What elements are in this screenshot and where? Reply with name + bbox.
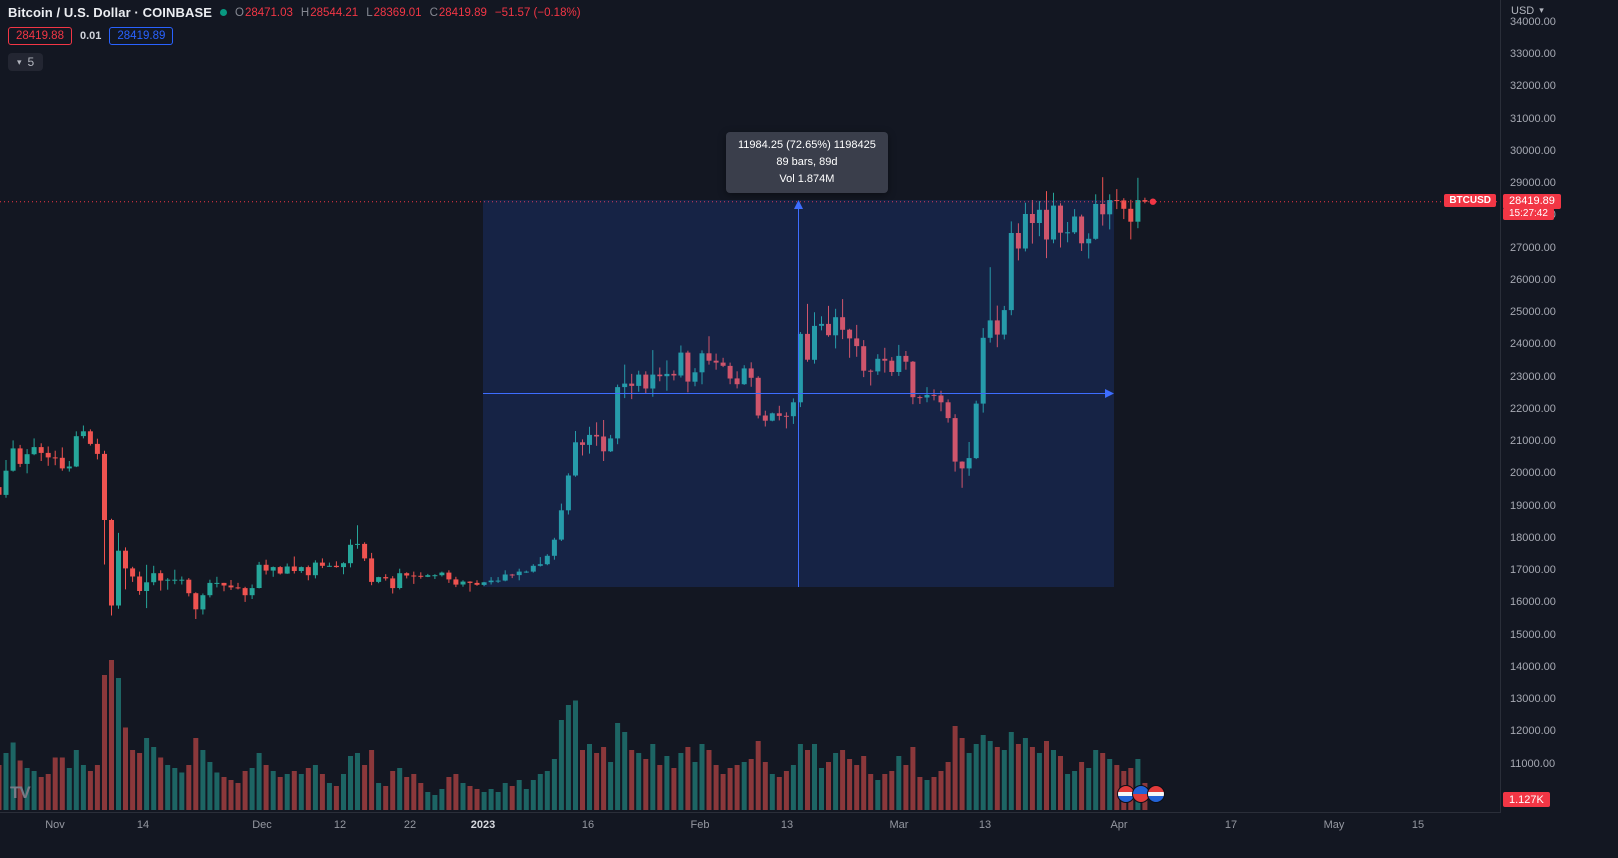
bar-countdown-badge: 15:27:42	[1503, 207, 1554, 220]
market-status-icon[interactable]	[220, 9, 227, 16]
time-tick-label: Dec	[252, 819, 272, 831]
currency-label: USD	[1511, 4, 1535, 17]
price-tick-label: 23000.00	[1510, 370, 1556, 383]
price-tick-label: 26000.00	[1510, 273, 1556, 286]
open-label: O	[235, 6, 244, 19]
measure-range-text: 11984.25 (72.65%) 1198425	[738, 139, 876, 151]
price-tick-label: 32000.00	[1510, 80, 1556, 93]
measure-tool[interactable]	[483, 200, 1114, 587]
price-tick-label: 30000.00	[1510, 144, 1556, 157]
time-tick-label: 12	[333, 819, 347, 831]
spread-value: 0.01	[79, 30, 102, 42]
chart-canvas[interactable]: 11984.25 (72.65%) 1198425 89 bars, 89d V…	[0, 0, 1500, 812]
measure-tooltip: 11984.25 (72.65%) 1198425 89 bars, 89d V…	[726, 132, 888, 193]
measure-up-arrow-icon	[794, 200, 803, 209]
price-tick-label: 18000.00	[1510, 531, 1556, 544]
price-tick-label: 16000.00	[1510, 596, 1556, 609]
price-tick-label: 14000.00	[1510, 660, 1556, 673]
time-tick-label: Nov	[45, 819, 65, 831]
price-chart-svg[interactable]	[0, 0, 1500, 812]
price-tick-label: 17000.00	[1510, 564, 1556, 576]
time-tick-label: 13	[780, 819, 794, 831]
price-tick-label: 24000.00	[1510, 338, 1556, 351]
time-tick-label: Apr	[1110, 819, 1128, 831]
price-tick-label: 20000.00	[1510, 467, 1556, 480]
price-tick-label: 34000.00	[1510, 15, 1556, 28]
currency-selector[interactable]: USD ▾	[1501, 0, 1618, 21]
price-tick-label: 25000.00	[1510, 306, 1556, 318]
low-label: L	[366, 6, 373, 19]
price-tick-label: 29000.00	[1510, 177, 1556, 189]
symbol-price-badge: BTCUSD	[1444, 193, 1496, 207]
price-tick-label: 19000.00	[1510, 499, 1556, 512]
time-axis[interactable]: Nov 14 Dec 12 22 2023 16 Feb 13 Mar 13 Apr 17 May 15	[0, 812, 1501, 858]
last-price-badge: 28419.89	[1503, 193, 1561, 209]
chevron-down-icon: ▾	[17, 56, 22, 67]
candles-series	[0, 177, 1148, 619]
symbol-title[interactable]: Bitcoin / U.S. Dollar · COINBASE	[8, 5, 212, 20]
close-label: C	[429, 6, 438, 19]
volume-series	[0, 660, 1148, 810]
change-value: −51.57 (−0.18%)	[494, 6, 581, 19]
chevron-down-icon: ▾	[1539, 5, 1544, 15]
time-tick-label: 14	[136, 819, 150, 831]
ohlc-values: O 28471.03 H 28544.21 L 28369.01 C 28419.89 …	[235, 7, 581, 19]
close-value: 28419.89	[438, 6, 487, 19]
measure-volume-text: Vol 1.874M	[779, 173, 835, 185]
sticker-icon[interactable]	[1147, 785, 1165, 803]
time-tick-label: 22	[403, 819, 417, 831]
last-price-dot	[1149, 198, 1157, 205]
volume-value-badge: 1.127K	[1503, 792, 1550, 807]
chart-legend: Bitcoin / U.S. Dollar · COINBASE O 28471.…	[8, 5, 581, 71]
price-tick-label: 15000.00	[1510, 628, 1556, 641]
price-tick-label: 22000.00	[1510, 402, 1556, 415]
time-tick-label: 2023	[470, 819, 496, 831]
sticker-group[interactable]	[1117, 785, 1165, 803]
price-tick-label: 12000.00	[1510, 725, 1556, 738]
time-tick-label: 16	[581, 819, 595, 831]
measure-bars-text: 89 bars, 89d	[776, 156, 838, 168]
legend-collapse-toggle[interactable]: ▾ 5	[8, 53, 44, 71]
time-tick-label: 13	[978, 819, 992, 831]
time-tick-label: 17	[1224, 819, 1238, 831]
time-tick-label: 15	[1411, 819, 1425, 831]
price-tick-label: 33000.00	[1510, 48, 1556, 60]
price-tick-label: 11000.00	[1510, 757, 1556, 770]
high-label: H	[300, 6, 310, 19]
sell-button[interactable]: 28419.88	[8, 27, 72, 45]
buy-button[interactable]: 28419.89	[109, 27, 174, 45]
price-tick-label: 21000.00	[1510, 435, 1556, 447]
price-tick-label: 27000.00	[1510, 241, 1556, 254]
price-tick-label: 31000.00	[1510, 112, 1556, 125]
price-axis[interactable]: USD ▾ 34000.00 33000.00 32000.00 31000.00 30…	[1500, 0, 1618, 858]
open-value: 28471.03	[244, 6, 293, 19]
tradingview-logo[interactable]: TV	[10, 783, 31, 802]
measure-right-arrow-icon	[1105, 389, 1114, 398]
low-value: 28369.01	[373, 6, 422, 19]
high-value: 28544.21	[310, 6, 359, 19]
price-tick-label: 13000.00	[1510, 693, 1556, 705]
time-tick-label: Feb	[690, 819, 710, 831]
hidden-indicator-count: 5	[27, 55, 35, 69]
time-tick-label: May	[1323, 819, 1345, 831]
time-tick-label: Mar	[889, 819, 909, 831]
